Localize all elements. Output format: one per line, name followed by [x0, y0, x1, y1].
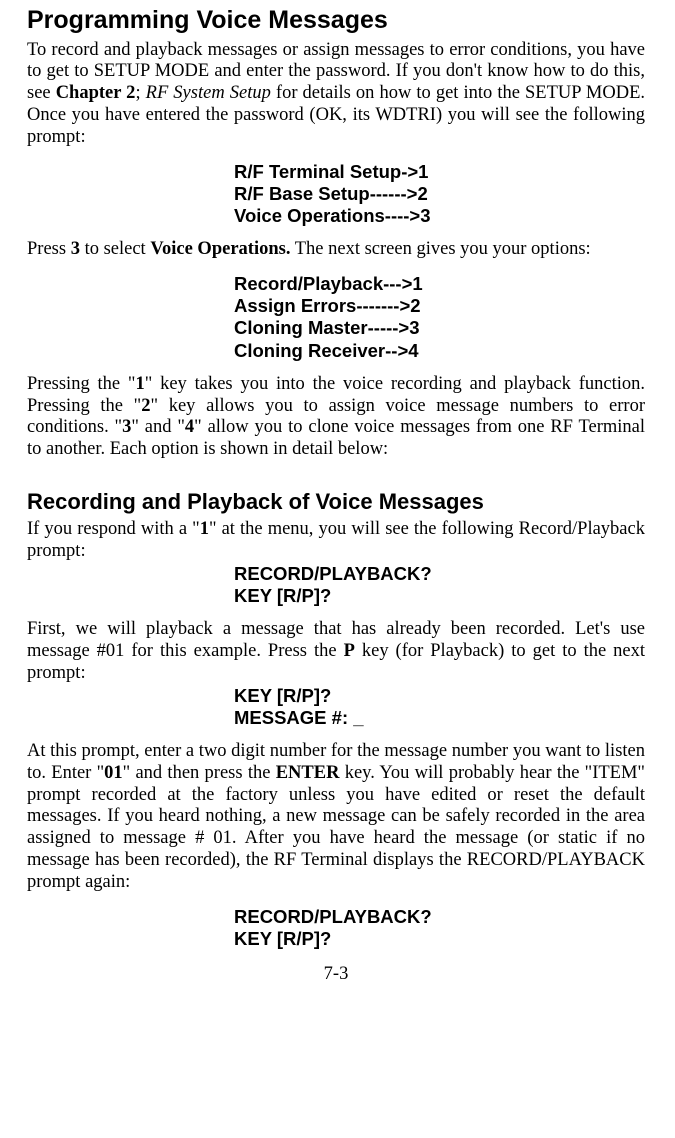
page: Programming Voice Messages To record and…: [0, 0, 675, 1138]
menu-line: R/F Terminal Setup->1: [234, 161, 645, 183]
prompt-message-number: KEY [R/P]? MESSAGE #: _: [234, 685, 645, 729]
text: ;: [135, 83, 145, 103]
paragraph-press3: Press 3 to select Voice Operations. The …: [27, 239, 645, 261]
paragraph-enter01: At this prompt, enter a two digit number…: [27, 741, 645, 894]
prompt-line: RECORD/PLAYBACK?: [234, 906, 645, 928]
prompt-line: KEY [R/P]?: [234, 585, 645, 607]
paragraph-playback: First, we will playback a message that h…: [27, 619, 645, 684]
text-bold: 1: [200, 519, 209, 539]
text-bold: 3: [122, 417, 131, 437]
text: " and then press the: [123, 763, 276, 783]
text: " and ": [131, 417, 185, 437]
text-bold: Voice Operations.: [150, 239, 290, 259]
prompt-record-playback: RECORD/PLAYBACK? KEY [R/P]?: [234, 563, 645, 607]
page-number: 7-3: [27, 964, 645, 986]
menu-voice-operations: Record/Playback--->1 Assign Errors------…: [234, 273, 645, 362]
prompt-line: KEY [R/P]?: [234, 928, 645, 950]
menu-line: Voice Operations---->3: [234, 205, 645, 227]
heading-programming-voice-messages: Programming Voice Messages: [27, 6, 645, 36]
text-bold: 4: [185, 417, 194, 437]
text: to select: [80, 239, 150, 259]
paragraph-respond1: If you respond with a "1" at the menu, y…: [27, 519, 645, 563]
paragraph-intro: To record and playback messages or assig…: [27, 40, 645, 149]
text: Pressing the ": [27, 374, 135, 394]
text-bold: ENTER: [276, 763, 340, 783]
prompt-line: KEY [R/P]?: [234, 685, 645, 707]
text-bold: 1: [135, 374, 144, 394]
menu-line: Record/Playback--->1: [234, 273, 645, 295]
text-bold: Chapter 2: [56, 83, 136, 103]
text-bold: P: [344, 641, 355, 661]
text-italic: RF System Setup: [146, 83, 271, 103]
heading-recording-playback: Recording and Playback of Voice Messages: [27, 489, 645, 515]
menu-line: Cloning Master----->3: [234, 317, 645, 339]
prompt-record-playback-again: RECORD/PLAYBACK? KEY [R/P]?: [234, 906, 645, 950]
menu-setup: R/F Terminal Setup->1 R/F Base Setup----…: [234, 161, 645, 228]
menu-line: Cloning Receiver-->4: [234, 340, 645, 362]
text-bold: 3: [71, 239, 80, 259]
prompt-line: MESSAGE #: _: [234, 707, 645, 729]
prompt-line: RECORD/PLAYBACK?: [234, 563, 645, 585]
text: If you respond with a ": [27, 519, 200, 539]
text: Press: [27, 239, 71, 259]
menu-line: R/F Base Setup------>2: [234, 183, 645, 205]
paragraph-keys: Pressing the "1" key takes you into the …: [27, 374, 645, 461]
text-bold: 01: [104, 763, 123, 783]
menu-line: Assign Errors------->2: [234, 295, 645, 317]
text: The next screen gives you your options:: [290, 239, 590, 259]
